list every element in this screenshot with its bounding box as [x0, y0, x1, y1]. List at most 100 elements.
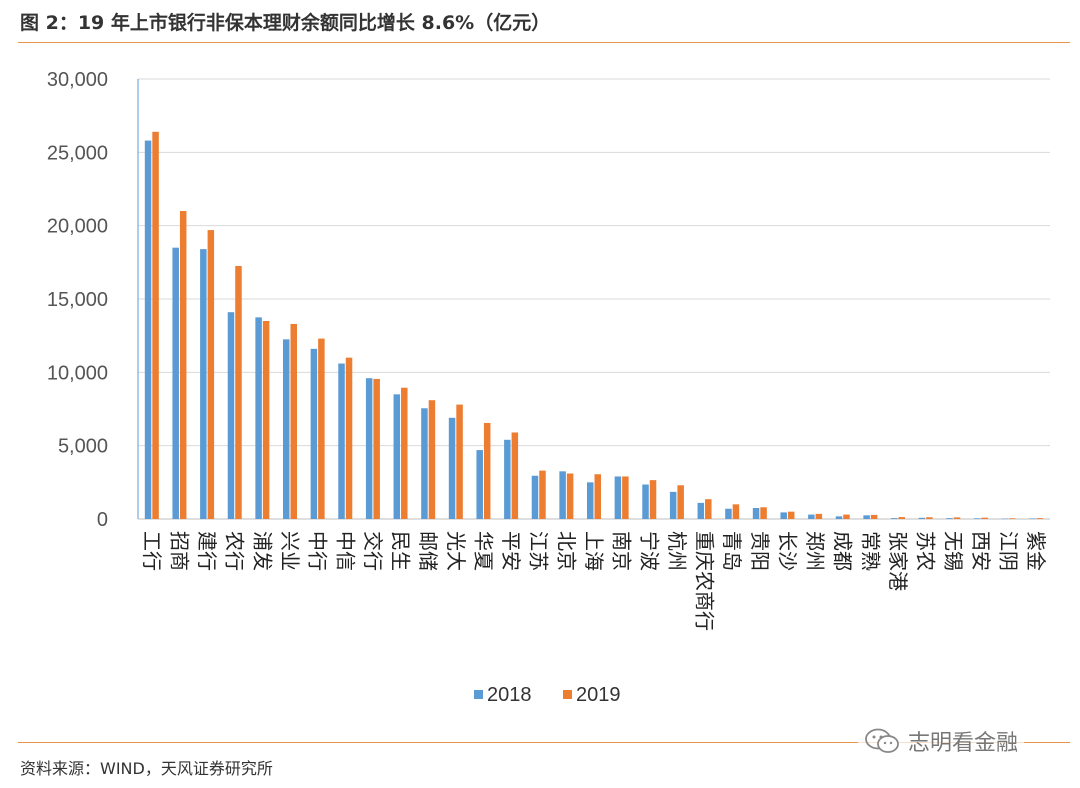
- bar-2019-2: [207, 230, 215, 520]
- bar-2019-23: [787, 511, 795, 519]
- category-label: 郑州: [803, 531, 827, 571]
- bar-2019-21: [732, 504, 740, 519]
- category-label: 光大: [444, 531, 468, 571]
- legend-swatch-2018: [474, 690, 483, 699]
- bar-2018-31: [1001, 518, 1009, 520]
- bar-2018-4: [255, 317, 262, 519]
- y-tick-label: 15,000: [47, 289, 108, 311]
- category-label: 南京: [610, 531, 634, 571]
- bar-2019-6: [318, 338, 325, 519]
- category-label: 兴业: [278, 531, 302, 571]
- bar-2019-18: [649, 480, 657, 519]
- bar-2018-29: [946, 518, 953, 519]
- bar-2019-10: [428, 400, 436, 519]
- category-label: 农行: [223, 531, 247, 571]
- category-label: 杭州: [665, 531, 689, 571]
- bar-2019-16: [594, 474, 601, 519]
- watermark: 志明看金融: [858, 724, 1025, 758]
- bar-2018-12: [476, 450, 483, 519]
- category-label: 交行: [361, 531, 385, 571]
- bar-2018-19: [669, 491, 677, 519]
- bar-2018-5: [283, 339, 290, 519]
- bar-2018-21: [725, 508, 732, 519]
- category-label: 北京: [554, 531, 578, 571]
- bar-2019-9: [401, 387, 408, 519]
- bar-2018-27: [891, 518, 898, 519]
- category-label: 中行: [306, 531, 330, 571]
- bar-2019-32: [1036, 518, 1044, 519]
- category-label: 紫金: [1024, 531, 1048, 571]
- bar-2018-8: [365, 378, 373, 519]
- bar-2019-28: [926, 517, 933, 519]
- category-label: 招商: [167, 531, 191, 571]
- legend-label-2018: 2018: [487, 684, 532, 706]
- category-label: 建行: [195, 531, 219, 571]
- category-label: 邮储: [416, 531, 440, 571]
- category-label: 无锡: [941, 531, 965, 571]
- y-tick-label: 30,000: [47, 69, 108, 91]
- category-label: 浦发: [250, 531, 274, 571]
- bar-2019-4: [262, 321, 270, 519]
- category-label: 民生: [389, 531, 413, 571]
- category-label: 重庆农商行: [693, 531, 717, 631]
- category-label: 苏农: [914, 531, 938, 571]
- category-label: 华夏: [471, 531, 495, 571]
- category-label: 西安: [969, 531, 993, 571]
- legend-label-2019: 2019: [576, 684, 621, 706]
- bar-2018-20: [697, 502, 705, 519]
- bar-2019-14: [539, 470, 546, 519]
- y-tick-label: 25,000: [47, 142, 108, 164]
- bar-2018-17: [614, 476, 622, 519]
- category-label: 工行: [140, 531, 164, 571]
- bar-2018-22: [752, 508, 760, 519]
- category-label: 长沙: [775, 531, 799, 571]
- bar-2019-8: [373, 378, 380, 519]
- category-label: 江阴: [997, 531, 1021, 571]
- bar-2019-1: [179, 211, 187, 519]
- category-label: 平安: [499, 531, 523, 571]
- bar-2019-25: [843, 514, 850, 519]
- bar-2018-9: [393, 394, 401, 519]
- header-rule: [18, 42, 1070, 43]
- bar-2018-30: [973, 518, 981, 519]
- bar-2018-0: [144, 140, 152, 519]
- bar-2019-20: [705, 499, 712, 519]
- bar-2018-18: [642, 484, 649, 519]
- bar-2018-1: [172, 247, 179, 519]
- bar-chart: 0 5,000 10,000 15,000 20,000 25,000 30,000 工行 招商…: [47, 69, 1050, 706]
- footer-rule: [18, 742, 1070, 743]
- bar-2019-3: [235, 266, 242, 519]
- bar-2019-15: [566, 473, 574, 519]
- y-tick-label: 0: [97, 509, 108, 531]
- category-label: 常熟: [858, 531, 882, 571]
- category-label: 上海: [582, 531, 606, 571]
- bar-2019-11: [456, 404, 463, 519]
- bar-2018-11: [448, 417, 456, 519]
- bar-2019-19: [677, 485, 684, 519]
- bar-2018-26: [863, 515, 870, 519]
- wechat-icon: [865, 728, 899, 753]
- watermark-text: 志明看金融: [908, 731, 1019, 756]
- bar-2018-16: [587, 482, 594, 519]
- bar-2019-22: [760, 507, 767, 519]
- bar-2018-23: [780, 512, 787, 519]
- bar-2019-12: [483, 422, 491, 519]
- bar-2018-2: [200, 249, 207, 519]
- bar-2018-24: [808, 514, 815, 519]
- bar-2019-27: [898, 517, 905, 519]
- bar-2018-15: [559, 471, 566, 519]
- y-tick-label: 20,000: [47, 216, 108, 238]
- category-label: 张家港: [886, 531, 910, 591]
- bar-2018-3: [227, 312, 235, 519]
- category-label: 贵阳: [748, 531, 772, 571]
- bar-2019-13: [511, 432, 519, 519]
- y-tick-label: 5,000: [58, 436, 108, 458]
- legend-swatch-2019: [563, 690, 572, 699]
- chart-title: 图 2：19 年上市银行非保本理财余额同比增长 8.6%（亿元）: [20, 12, 551, 34]
- category-label: 青岛: [720, 531, 744, 571]
- category-label: 成都: [831, 531, 855, 571]
- bar-2018-13: [504, 439, 511, 519]
- bar-2018-25: [835, 516, 843, 519]
- category-label: 宁波: [637, 531, 661, 571]
- bar-2019-24: [815, 513, 823, 519]
